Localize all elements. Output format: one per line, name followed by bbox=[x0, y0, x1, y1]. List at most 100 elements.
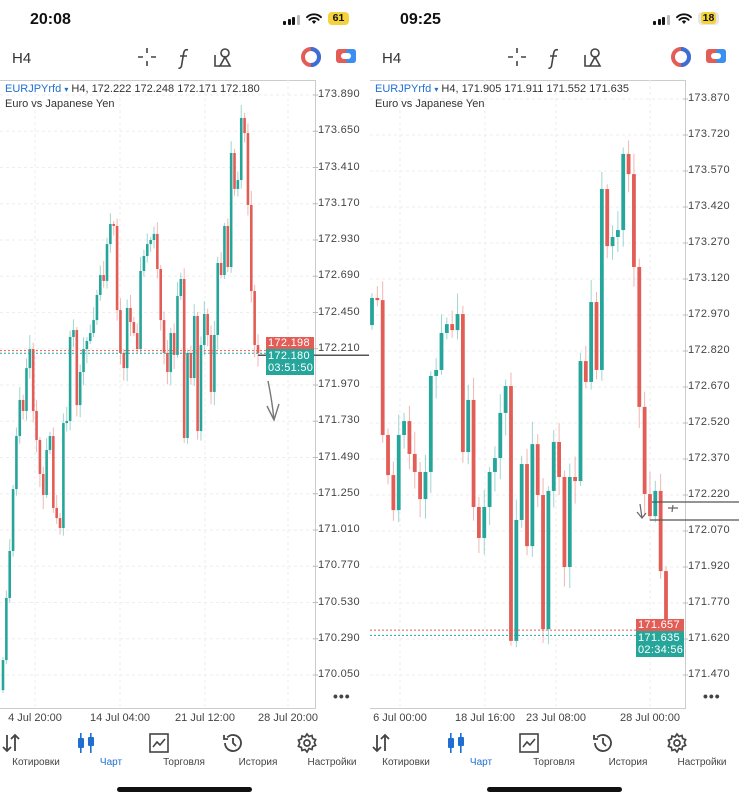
more-options-button[interactable]: ••• bbox=[703, 688, 721, 704]
nav-tab-4[interactable]: Настройки bbox=[665, 732, 739, 768]
candle-bull bbox=[179, 278, 183, 297]
nav-tab-1[interactable]: Чарт bbox=[444, 732, 518, 768]
account-icon[interactable] bbox=[301, 47, 321, 67]
candle-bull bbox=[546, 490, 551, 630]
y-axis-label: 173.890 bbox=[318, 88, 360, 100]
candle-bear bbox=[450, 324, 455, 331]
candle-bull bbox=[125, 307, 129, 369]
symbol-selector[interactable]: EURJPYrfd bbox=[375, 83, 432, 95]
candle-bull bbox=[145, 244, 149, 257]
battery-level: 61 bbox=[332, 12, 345, 24]
candle-bull bbox=[68, 336, 72, 421]
y-axis-label: 172.370 bbox=[688, 452, 730, 464]
candle-bear bbox=[233, 153, 236, 189]
more-options-button[interactable]: ••• bbox=[333, 688, 351, 704]
candle-bull bbox=[615, 230, 620, 237]
drawn-arrow-down[interactable] bbox=[636, 503, 647, 519]
home-indicator[interactable] bbox=[487, 787, 622, 792]
bar-countdown: 02:34:56 bbox=[638, 644, 684, 657]
candle-bear bbox=[477, 507, 481, 538]
nav-tab-0[interactable]: Котировки bbox=[0, 732, 73, 768]
candle-bear bbox=[637, 267, 642, 407]
chart-plot-area[interactable] bbox=[370, 80, 686, 709]
nav-tab-3[interactable]: История bbox=[221, 732, 295, 768]
candle-bear bbox=[135, 333, 139, 350]
candle-bull bbox=[466, 399, 471, 453]
candle-bull bbox=[176, 296, 179, 355]
candle-bull bbox=[203, 314, 206, 345]
one-click-trade-icon[interactable] bbox=[335, 47, 357, 65]
candle-bear bbox=[38, 439, 42, 474]
symbol-dropdown-icon[interactable]: ▾ bbox=[434, 85, 439, 94]
candle-bull bbox=[567, 477, 572, 567]
nav-tab-label: Котировки bbox=[382, 757, 430, 768]
candle-bear bbox=[166, 352, 169, 373]
candle-bull bbox=[109, 223, 112, 245]
symbol-dropdown-icon[interactable]: ▾ bbox=[64, 85, 69, 94]
candle-bear bbox=[162, 320, 166, 353]
chart-plot-area[interactable] bbox=[0, 80, 316, 709]
candle-bull bbox=[11, 489, 15, 551]
candle-bear bbox=[407, 421, 412, 454]
candle-bear bbox=[209, 335, 213, 392]
symbol-selector[interactable]: EURJPYrfd bbox=[5, 83, 62, 95]
ask-price-label: 172.198 bbox=[266, 337, 314, 350]
y-axis-label: 171.730 bbox=[318, 414, 360, 427]
candle-bull bbox=[229, 153, 233, 268]
x-axis-label: 4 Jul 20:00 bbox=[8, 712, 62, 724]
candle-bull bbox=[439, 333, 444, 370]
y-axis-label: 171.970 bbox=[318, 378, 360, 390]
indicators-f-icon[interactable] bbox=[176, 47, 192, 69]
candle-bull bbox=[152, 233, 156, 240]
candle-bull bbox=[444, 324, 449, 333]
candle-bear bbox=[35, 410, 38, 440]
account-icon[interactable] bbox=[671, 47, 691, 67]
candle-bear bbox=[418, 471, 423, 500]
y-axis-label: 172.930 bbox=[318, 233, 360, 245]
candle-bull bbox=[530, 444, 535, 547]
nav-tab-2[interactable]: Торговля bbox=[517, 732, 591, 768]
chart-screen-right: 09:25 18 H4 173.870 173.720 173.570 173.420 173… bbox=[370, 0, 739, 800]
y-axis-label: 172.820 bbox=[688, 344, 730, 356]
battery-level: 18 bbox=[700, 12, 717, 24]
history-clock-icon bbox=[221, 732, 295, 754]
one-click-trade-icon[interactable] bbox=[705, 47, 727, 65]
drawn-arrow-down[interactable] bbox=[266, 380, 280, 422]
objects-icon[interactable] bbox=[582, 47, 604, 69]
candle-bear bbox=[594, 302, 599, 370]
nav-tab-label: История bbox=[608, 757, 648, 768]
home-indicator[interactable] bbox=[117, 787, 252, 792]
candle-bull bbox=[402, 421, 406, 435]
y-axis-label: 171.920 bbox=[688, 560, 730, 572]
candle-bull bbox=[487, 471, 492, 507]
crosshair-icon[interactable] bbox=[137, 47, 157, 67]
nav-tab-label: Торговля bbox=[163, 757, 205, 768]
battery-icon: 61 bbox=[328, 12, 349, 25]
candle-bull bbox=[551, 441, 556, 491]
nav-tab-0[interactable]: Котировки bbox=[370, 732, 443, 768]
drawn-cross-mark[interactable] bbox=[668, 504, 678, 513]
candle-bear bbox=[391, 475, 396, 511]
candle-bull bbox=[621, 153, 626, 231]
candle-bull bbox=[45, 449, 48, 495]
y-axis-label: 173.410 bbox=[318, 160, 360, 173]
candle-bull bbox=[142, 256, 146, 271]
candle-bull bbox=[78, 372, 82, 406]
candle-bear bbox=[471, 399, 476, 507]
nav-tab-label: История bbox=[238, 757, 278, 768]
candle-bear bbox=[256, 344, 260, 354]
objects-icon[interactable] bbox=[212, 47, 234, 69]
nav-tab-label: Настройки bbox=[677, 757, 727, 768]
nav-tab-label: Настройки bbox=[307, 757, 357, 768]
indicators-f-icon[interactable] bbox=[546, 47, 562, 69]
candle-bear bbox=[189, 352, 193, 379]
nav-tab-2[interactable]: Торговля bbox=[147, 732, 221, 768]
crosshair-icon[interactable] bbox=[507, 47, 527, 67]
candle-bull bbox=[65, 420, 69, 424]
timeframe-button[interactable]: H4 bbox=[12, 50, 32, 67]
nav-tab-4[interactable]: Настройки bbox=[295, 732, 369, 768]
timeframe-button[interactable]: H4 bbox=[382, 50, 402, 67]
candle-bear bbox=[664, 571, 668, 636]
nav-tab-1[interactable]: Чарт bbox=[74, 732, 148, 768]
nav-tab-3[interactable]: История bbox=[591, 732, 665, 768]
